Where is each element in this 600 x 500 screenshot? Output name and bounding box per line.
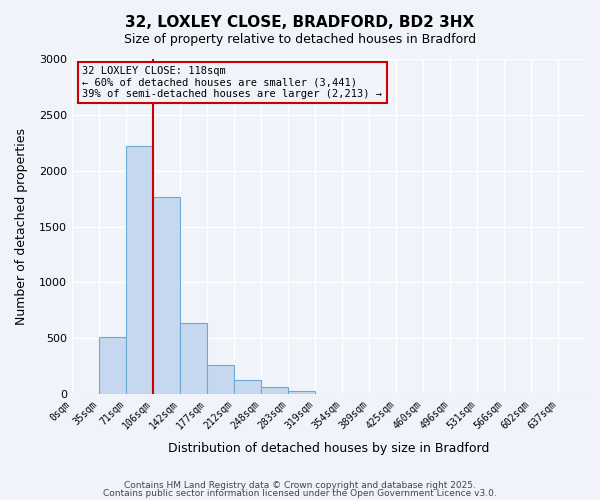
Bar <box>126 146 153 394</box>
Text: 32 LOXLEY CLOSE: 118sqm
← 60% of detached houses are smaller (3,441)
39% of semi: 32 LOXLEY CLOSE: 118sqm ← 60% of detache… <box>82 66 382 99</box>
Bar <box>180 322 207 394</box>
Text: Contains HM Land Registry data © Crown copyright and database right 2025.: Contains HM Land Registry data © Crown c… <box>124 481 476 490</box>
Bar <box>99 336 126 394</box>
Bar <box>288 391 315 394</box>
X-axis label: Distribution of detached houses by size in Bradford: Distribution of detached houses by size … <box>168 442 489 455</box>
Text: Size of property relative to detached houses in Bradford: Size of property relative to detached ho… <box>124 32 476 46</box>
Bar <box>153 198 180 394</box>
Y-axis label: Number of detached properties: Number of detached properties <box>15 128 28 325</box>
Text: Contains public sector information licensed under the Open Government Licence v3: Contains public sector information licen… <box>103 488 497 498</box>
Bar <box>234 380 261 394</box>
Bar <box>207 365 234 394</box>
Bar <box>261 387 288 394</box>
Text: 32, LOXLEY CLOSE, BRADFORD, BD2 3HX: 32, LOXLEY CLOSE, BRADFORD, BD2 3HX <box>125 15 475 30</box>
